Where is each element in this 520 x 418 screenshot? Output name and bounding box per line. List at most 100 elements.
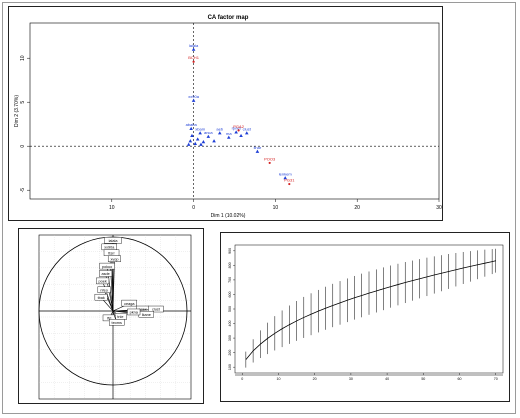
circle-variable-box (94, 293, 108, 301)
circle-variable-box (148, 305, 164, 313)
circle-grid (39, 235, 191, 399)
ca-chart-title: CA factor map (208, 15, 249, 21)
ca-row-point (237, 129, 240, 132)
circle-variable-box (108, 319, 125, 326)
curve-x-tick-label: 60 (458, 377, 462, 381)
ca-column-point (191, 98, 196, 102)
circle-variable-arrow (102, 281, 114, 312)
ca-x-tick-label: 0 (192, 205, 195, 211)
circle-variable-label: ttsrr (108, 251, 115, 255)
curve-y-tick-label: 100 (228, 364, 232, 370)
ca-column-point (212, 139, 216, 143)
ca-x-tick-label: 10 (273, 205, 279, 211)
ca-point-label: clust (243, 127, 252, 132)
ca-point-label: xx90a (188, 94, 199, 99)
circle-variable-box (99, 270, 113, 277)
ca-row-point (192, 60, 195, 63)
curve-x-tick-label: 70 (494, 377, 498, 381)
ca-factor-map-chart: CA factor map 10 0 10 20 30 -5 0 5 10 lalala xx90… (14, 15, 442, 219)
ca-point-label: PG31 (284, 178, 295, 183)
ca-column-point (234, 130, 238, 134)
ca-x-tick-label: 30 (436, 205, 442, 211)
curve-x-tick-label: 10 (276, 377, 280, 381)
curve-x-tick-label: 40 (385, 377, 389, 381)
ca-column-point (195, 137, 200, 141)
curve-axes: 0 10 20 30 40 50 60 70 100 200 300 400 500 600 700 800 9… (228, 248, 498, 381)
ca-column-point (239, 133, 243, 138)
ca-point-label: xbam (195, 127, 205, 132)
circle-variable-label: xvop (110, 257, 118, 261)
curve-y-tick-label: 500 (228, 306, 232, 312)
ca-point-label: lenkem (279, 171, 293, 176)
ca-column-point (199, 142, 203, 146)
accumulation-curve-chart: 0 10 20 30 40 50 60 70 100 200 300 400 500 600 700 800 9… (228, 244, 504, 381)
ca-row-point (268, 161, 271, 165)
circle-variable-label: tnle (117, 315, 123, 319)
ca-y-axis-label: Dim 2 (3.70%) (14, 95, 20, 127)
curve-y-tick-label: 600 (228, 291, 232, 297)
ca-column-point (186, 142, 191, 146)
circle-variable-label: xx90a (104, 246, 115, 250)
circle-variable-box (96, 277, 110, 285)
ca-y-tick-label: 10 (20, 55, 26, 61)
circle-variable-box (97, 286, 111, 293)
ca-factor-map-panel: CA factor map 10 0 10 20 30 -5 0 5 10 lalala xx90… (8, 6, 443, 221)
correlation-circle-panel: lalala xx90a ttsrr xvop pokuo asde poek nfeo tba… (18, 228, 204, 404)
curve-x-tick-label: 20 (313, 377, 317, 381)
circle-variable-box (104, 236, 122, 244)
circle-variable-label: nfeo (100, 288, 107, 292)
circle-variable-label: poek (99, 280, 107, 284)
ca-point-label: POO3 (264, 156, 276, 161)
ca-axes: 10 0 10 20 30 -5 0 5 10 (20, 23, 442, 211)
ca-point-label: ma (226, 131, 232, 136)
circle-variable-label: lkane (142, 313, 151, 317)
ca-y-tick-label: 5 (20, 101, 26, 104)
ca-column-point (217, 131, 222, 135)
ca-point-label: PGA2 (233, 124, 244, 129)
curve-y-tick-label: 200 (228, 350, 232, 356)
ca-y-tick-label: -5 (20, 188, 26, 193)
circle-variable-label: ftrl (107, 317, 111, 321)
circle-variable-arrow (103, 290, 114, 312)
circle-variable-box (121, 299, 137, 307)
curve-y-tick-label: 700 (228, 277, 232, 283)
circle-variable-box (107, 255, 121, 262)
figure-frame (2, 2, 516, 414)
circle-variable-box (99, 262, 115, 270)
ca-column-point (255, 149, 260, 153)
curve-y-tick-label: 800 (228, 262, 232, 268)
ca-x-axis-label: Dim 1 (10.02%) (211, 213, 246, 219)
ca-point-label: BCH1 (188, 55, 199, 60)
ca-column-point (189, 126, 193, 130)
ca-point-label: ababa (186, 122, 198, 127)
curve-y-tick-label: 300 (228, 335, 232, 341)
curve-panel: 0 10 20 30 40 50 60 70 100 200 300 400 500 600 700 800 9… (220, 232, 510, 402)
curve-series-line (245, 260, 496, 360)
circle-variable-label: ceaga (124, 302, 135, 306)
ca-column-point (206, 134, 211, 138)
ca-point-label: linar (254, 145, 262, 150)
ca-x-tick-label: 10 (109, 205, 115, 211)
circle-variable-label: tbak (98, 296, 105, 300)
ca-column-point (198, 131, 202, 135)
ca-column-point (283, 176, 288, 180)
circle-variable-label: teoms (112, 321, 122, 325)
circle-variable-label: pkna (130, 311, 139, 315)
ca-column-point (201, 140, 206, 144)
ca-column-point (190, 133, 194, 138)
circle-variable-arrow (111, 253, 114, 312)
ca-point-label: anca (204, 130, 213, 135)
circle-variable-box (127, 308, 141, 316)
curve-y-tick-label: 400 (228, 321, 232, 327)
ca-x-tick-label: 20 (354, 205, 360, 211)
curve-x-tick-label: 30 (349, 377, 353, 381)
ca-column-point (193, 141, 198, 145)
ca-plot-box (29, 22, 440, 200)
ca-column-point (226, 135, 231, 139)
ca-point-label: rpnet (232, 126, 242, 131)
curve-x-tick-label: 50 (421, 377, 425, 381)
circle-variable-label: lalala (109, 239, 119, 243)
